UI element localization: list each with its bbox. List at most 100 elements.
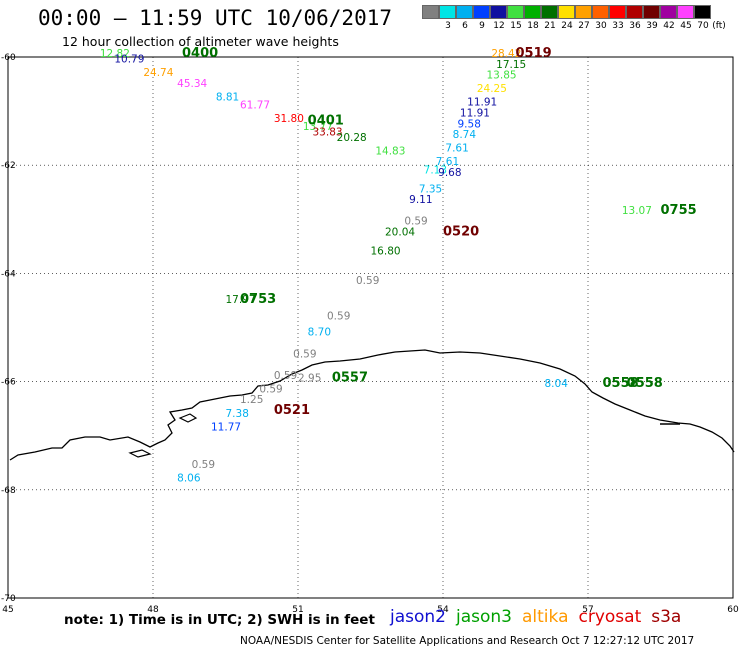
latitude-tick-label: -60 (1, 53, 16, 63)
coastline (9, 349, 735, 461)
legend-swatch (592, 5, 609, 19)
wave-height-label: 9.58 (458, 118, 481, 130)
legend-swatches (422, 5, 740, 19)
wave-height-label: 8.70 (308, 327, 331, 339)
wave-height-label: 14.83 (375, 145, 405, 157)
legend-swatch (626, 5, 643, 19)
wave-height-label: 7.13 (424, 164, 447, 176)
wave-height-label: 11.77 (211, 421, 241, 433)
wave-height-label: 0.59 (404, 216, 427, 228)
legend-bin-label: 15 (510, 21, 522, 31)
wave-height-label: 10.79 (114, 53, 144, 65)
footer-credit: NOAA/NESDIS Center for Satellite Applica… (240, 635, 695, 647)
latitude-tick-label: -70 (1, 594, 16, 604)
satellite-name: jason2 (390, 607, 446, 627)
track-time-label: 0519 (516, 46, 552, 61)
legend-swatch (473, 5, 490, 19)
legend-bin-label: 24 (561, 21, 573, 31)
wave-height-label: 7.61 (436, 156, 459, 168)
wave-height-label: 17.15 (496, 59, 526, 71)
wave-height-label: 11.91 (467, 97, 497, 109)
wave-height-label: 17.97 (226, 294, 256, 306)
legend-bin-label: 39 (646, 21, 658, 31)
longitude-tick-label: 57 (582, 605, 593, 615)
track-time-label: 0557 (332, 371, 368, 386)
wave-height-label: 13.07 (622, 205, 652, 217)
footer-note: note: 1) Time is in UTC; 2) SWH is in fe… (64, 612, 375, 628)
legend-bin-label: 12 (493, 21, 505, 31)
legend-bin-label: 21 (544, 21, 556, 31)
wave-height-label: 31.80 (274, 113, 304, 125)
wave-height-label: 0.59 (356, 275, 379, 287)
wave-height-label: 20.04 (385, 227, 415, 239)
track-time-label: 0755 (661, 203, 697, 218)
wave-height-label: 8.74 (453, 129, 477, 141)
longitude-tick-label: 48 (147, 605, 159, 615)
track-time-label: 0558 (603, 376, 639, 391)
wave-height-label: 9.11 (409, 194, 432, 206)
wave-height-label: 61.77 (240, 99, 270, 111)
legend-swatch (660, 5, 677, 19)
axis-tick-labels: 45 48 51 54 57 60 -60 -62 -64 -66 -68 -70 (1, 53, 739, 615)
satellite-legend: jason2 jason3 altika cryosat s3a (390, 607, 691, 627)
wave-height-label: 45.34 (177, 78, 207, 90)
map-subtitle: 12 hour collection of altimeter wave hei… (62, 34, 339, 49)
track-time-label: 0521 (274, 403, 310, 418)
wave-height-label: 7.61 (445, 143, 468, 155)
map-title: 00:00 – 11:59 UTC 10/06/2017 (38, 6, 393, 30)
wave-height-label: 20.28 (337, 132, 367, 144)
satellite-name: cryosat (578, 607, 642, 627)
legend-bin-label: 42 (663, 21, 675, 31)
track-time-label: 0753 (240, 292, 276, 307)
legend-swatch (609, 5, 626, 19)
legend-bin-label: 70 (697, 21, 709, 31)
legend-bin-label: 27 (578, 21, 590, 31)
legend-swatch (524, 5, 541, 19)
wave-height-label: 8.06 (177, 473, 201, 485)
wave-height-label: 8.81 (216, 91, 239, 103)
legend-swatch (643, 5, 660, 19)
latitude-tick-label: -62 (1, 161, 16, 171)
wave-height-label: 9.68 (438, 167, 461, 179)
wave-height-label: 0.59 (192, 459, 215, 471)
legend-labels: 3 6 9 12 15 18 21 24 27 30 33 36 39 42 45 70 (ft) (422, 19, 740, 33)
satellite-name: jason3 (456, 607, 512, 627)
wave-height-label: 24.74 (143, 67, 173, 79)
map-frame (7, 56, 734, 599)
track-time-label: 0520 (443, 225, 479, 240)
wave-height-label: 7.35 (419, 183, 442, 195)
legend-swatch (422, 5, 439, 19)
track-time-label: 0558 (627, 376, 663, 391)
legend-bin-label: 3 (445, 21, 451, 31)
wave-height-label: 33.83 (313, 126, 343, 138)
wave-height-label: 7.38 (226, 408, 249, 420)
wave-height-label: 16.80 (371, 245, 401, 257)
wave-height-label: 11.91 (460, 108, 490, 120)
coastline-islet (128, 449, 152, 458)
wave-height-label: 0.59 (259, 383, 282, 395)
wave-height-label: 0.59 (293, 348, 316, 360)
legend-bin-label: 30 (595, 21, 607, 31)
legend-swatch (439, 5, 456, 19)
legend-bin-label: 9 (479, 21, 485, 31)
longitude-tick-label: 54 (437, 605, 449, 615)
color-legend: 3 6 9 12 15 18 21 24 27 30 33 36 39 42 45 70 (ft) (422, 5, 740, 33)
wave-height-label: 24.25 (477, 83, 507, 95)
wave-height-label: 13.85 (487, 70, 517, 82)
wave-height-label: 1.25 (240, 394, 263, 406)
wave-height-label: 2.95 (298, 373, 321, 385)
legend-swatch (541, 5, 558, 19)
wave-height-label: 0.59 (327, 310, 350, 322)
longitude-tick-label: 51 (292, 605, 303, 615)
latitude-tick-label: -68 (1, 486, 16, 496)
lat-lon-grid (7, 56, 734, 599)
latitude-tick-label: -66 (1, 378, 16, 388)
legend-swatch (507, 5, 524, 19)
legend-bin-label: 36 (629, 21, 641, 31)
legend-bin-label: 6 (462, 21, 468, 31)
legend-swatch (490, 5, 507, 19)
legend-swatch (456, 5, 473, 19)
